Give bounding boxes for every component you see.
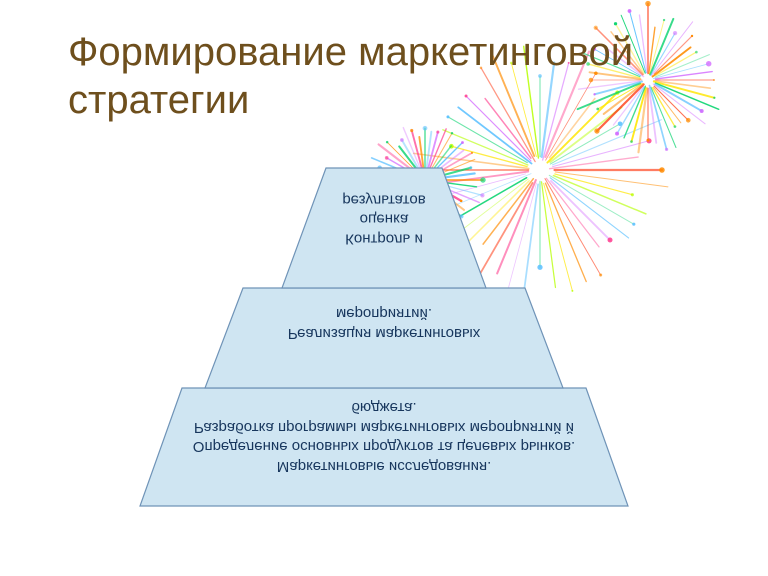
pyramid-tier-2: Реализация маркетинговых мероприятий. (205, 288, 563, 388)
tier1-line3: Разработка программы маркетинговых мероп… (194, 419, 574, 436)
tier1-line2: Определение основных продуктов та целевы… (193, 439, 575, 456)
tier1-label: Маркетинговые исследования. Определение … (140, 398, 628, 476)
tier2-label: Реализация маркетинговых мероприятий. (205, 304, 563, 343)
tier3-line2: оценка (360, 211, 409, 228)
tier3-line1: Контроль и (345, 231, 423, 248)
pyramid-tier-3: Контроль и оценка результатов (282, 168, 486, 288)
tier2-line2: мероприятий. (336, 306, 432, 323)
tier1-line1: Маркетинговые исследования. (277, 458, 492, 475)
tier3-line3: результатов (342, 192, 425, 209)
page-title: Формирование маркетинговой стратегии (68, 28, 688, 124)
tier3-label: Контроль и оценка результатов (282, 190, 486, 249)
pyramid-tier-1: Маркетинговые исследования. Определение … (140, 388, 628, 506)
tier2-line1: Реализация маркетинговых (288, 325, 480, 342)
tier1-line4: бюджета. (351, 400, 416, 417)
